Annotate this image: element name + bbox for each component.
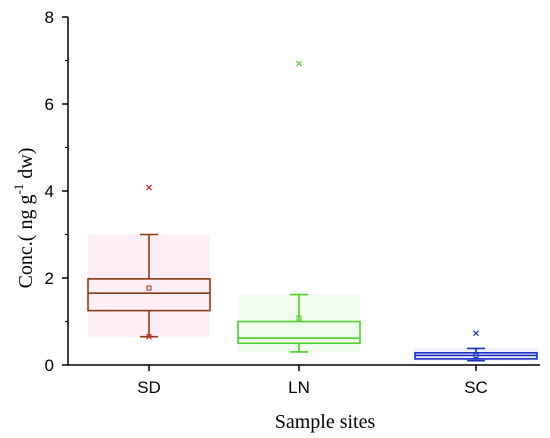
outlier-stroke — [146, 333, 152, 340]
mean-marker — [473, 352, 479, 358]
outlier-marker — [146, 333, 152, 340]
box-group-sd — [87, 184, 211, 340]
plot-area — [87, 60, 538, 362]
y-tick-label: 8 — [45, 8, 54, 27]
x-tick-label: SD — [137, 378, 161, 397]
outlier-stroke — [146, 184, 152, 191]
outlier-marker — [296, 60, 302, 67]
mean-marker — [146, 285, 152, 291]
y-axis-title-sup: -1 — [11, 184, 26, 195]
box-iqr — [87, 278, 211, 312]
outlier-marker — [146, 184, 152, 191]
outlier-stroke — [473, 330, 479, 337]
x-tick-label: SC — [464, 378, 488, 397]
y-tick-label: 0 — [45, 356, 54, 375]
mean-marker — [296, 315, 302, 321]
outlier-marker — [473, 330, 479, 337]
y-axis-title: Conc.( ng g-1 dw) — [11, 148, 37, 289]
axes: 0 2 4 6 8 SD LN SC — [45, 8, 540, 397]
x-tick-label: LN — [288, 378, 310, 397]
y-tick-label: 6 — [45, 95, 54, 114]
box-iqr — [237, 320, 361, 345]
box-group-sc — [414, 330, 538, 362]
box-background — [415, 348, 537, 361]
y-axis-title-main: Conc.( ng g — [15, 195, 37, 289]
x-axis-title: Sample sites — [275, 411, 376, 433]
y-axis-title-tail: dw) — [15, 148, 37, 184]
y-tick-label: 4 — [45, 182, 54, 201]
box-group-ln — [237, 60, 361, 353]
outlier-stroke — [296, 60, 302, 67]
y-tick-label: 2 — [45, 269, 54, 288]
